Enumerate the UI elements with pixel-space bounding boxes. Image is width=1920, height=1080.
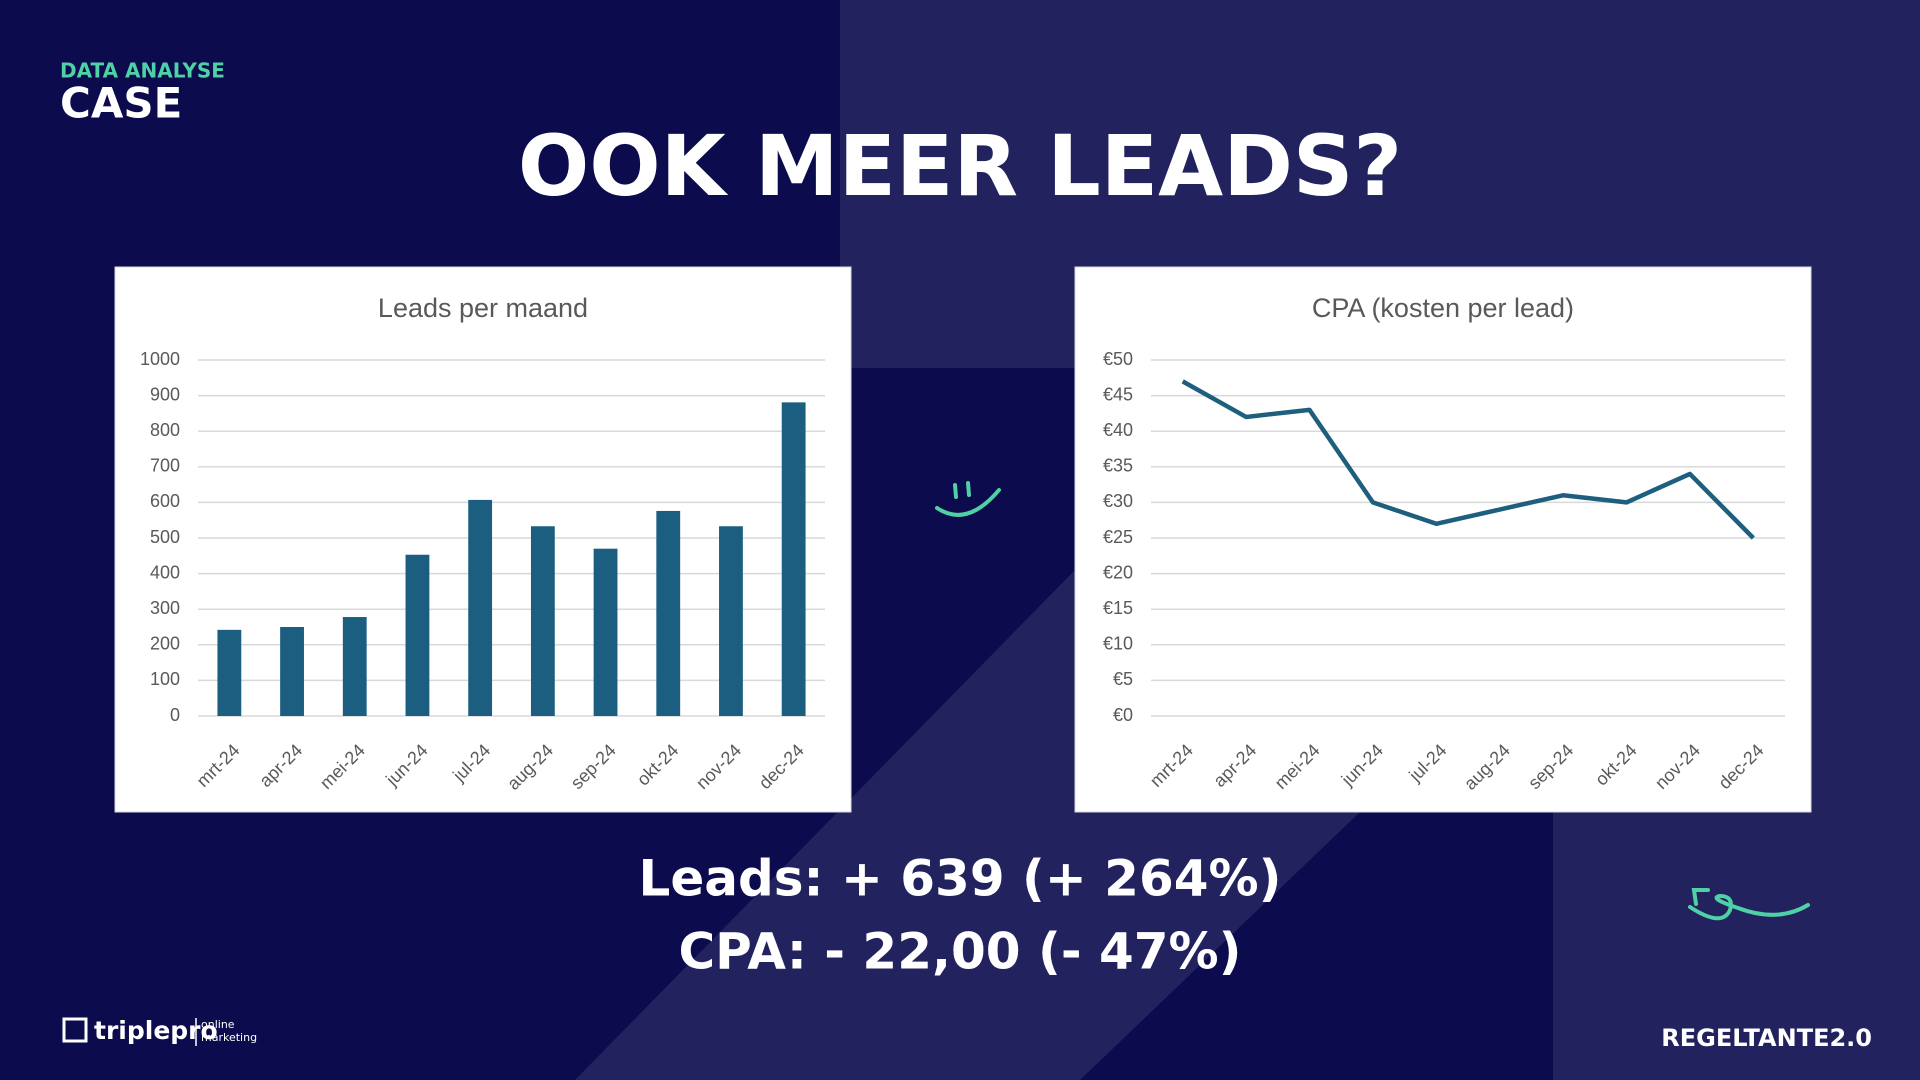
line-series	[1181, 379, 1755, 540]
y-tick-label: 100	[150, 669, 180, 689]
charts: Leads per maand 0 100 200 300 400 500 600 700 800…	[114, 266, 1812, 813]
brand-tagline: online	[201, 1018, 235, 1031]
header-label: DATA ANALYSE	[60, 59, 225, 83]
y-tick-label: 900	[150, 384, 180, 404]
bar	[405, 554, 430, 716]
y-tick-label: €45	[1103, 384, 1133, 404]
stat-line: CPA: - 22,00 (- 47%)	[678, 923, 1241, 981]
bar	[280, 627, 304, 716]
y-tick-label: €15	[1103, 598, 1133, 618]
slide-title: OOK MEER LEADS?	[518, 117, 1402, 215]
y-tick-label: 800	[150, 420, 180, 440]
brand-tagline: marketing	[201, 1031, 257, 1044]
chart: CPA (kosten per lead) €0 €5 €10 €15 €20 €25 €30…	[1074, 266, 1812, 813]
y-tick-label: 200	[150, 634, 180, 654]
y-tick-label: €0	[1113, 705, 1133, 725]
bar	[468, 499, 493, 716]
y-tick-label: 500	[150, 527, 180, 547]
bar	[342, 617, 367, 716]
y-tick-label: 0	[170, 705, 180, 725]
y-tick-label: €35	[1103, 456, 1133, 476]
bar	[593, 548, 618, 716]
smiley-eyes	[953, 481, 971, 499]
chart-background	[1074, 266, 1812, 813]
brand-name: triplepro	[94, 1016, 218, 1045]
y-tick-label: €25	[1103, 527, 1133, 547]
smiley-decoration	[935, 488, 1001, 517]
y-tick-label: 600	[150, 491, 180, 511]
stat-line: Leads: + 639 (+ 264%)	[638, 850, 1281, 908]
bar	[530, 526, 555, 716]
brand-logo: triplepro online marketing	[62, 1016, 257, 1046]
y-tick-label: 300	[150, 598, 180, 618]
y-tick-label: €20	[1103, 562, 1133, 582]
logo-icon	[62, 1017, 88, 1043]
bar	[719, 526, 743, 716]
chart: Leads per maand 0 100 200 300 400 500 600 700 800…	[114, 266, 852, 813]
bar	[781, 402, 806, 716]
partner-logo: REGELTANTE2.0	[1661, 1024, 1872, 1052]
y-tick-label: €50	[1103, 349, 1133, 369]
y-tick-label: €30	[1103, 491, 1133, 511]
bar	[217, 629, 242, 716]
arrow-decoration	[1688, 888, 1810, 921]
y-tick-label: 700	[150, 456, 180, 476]
y-tick-label: 1000	[140, 349, 180, 369]
chart-title: Leads per maand	[378, 293, 588, 323]
chart-title: CPA (kosten per lead)	[1312, 293, 1574, 323]
y-tick-label: 400	[150, 562, 180, 582]
y-tick-label: €40	[1103, 420, 1133, 440]
y-tick-label: €5	[1113, 669, 1133, 689]
y-tick-label: €10	[1103, 634, 1133, 654]
bar	[656, 510, 681, 716]
header-title: CASE	[60, 79, 182, 128]
